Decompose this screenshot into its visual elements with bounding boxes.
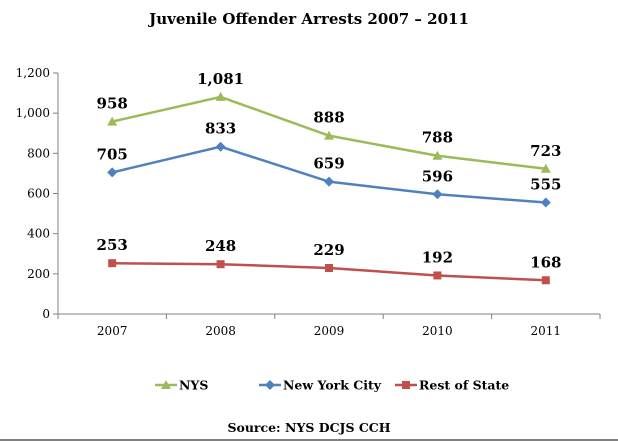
data-point-rest-of-state [216,260,225,269]
data-label-rest-of-state: 168 [530,253,561,271]
series-new-york-city: 705 833 659 596 555 [97,120,561,208]
data-label-nys: 723 [530,142,561,160]
data-label-new-york-city: 555 [530,176,561,194]
y-tick-label: 1,000 [16,106,50,120]
series-rest-of-state: 253 248 229 192 168 [97,236,561,285]
legend-item-rest-of-state: Rest of State [395,378,509,393]
data-label-rest-of-state: 192 [422,248,453,266]
y-tick-label: 600 [27,187,50,201]
x-tick-label: 2011 [531,324,562,338]
legend-marker [402,381,410,389]
data-label-nys: 888 [313,109,344,127]
chart-title: Juvenile Offender Arrests 2007 – 2011 [147,10,469,28]
data-point-nys [540,163,551,173]
data-label-new-york-city: 705 [97,145,128,163]
data-label-nys: 1,081 [197,70,244,88]
y-tick-label: 800 [27,146,50,160]
legend-label: NYS [179,378,208,393]
chart-source: Source: NYS DCJS CCH [227,420,390,435]
chart-legend: NYS New York City Rest of State [155,378,509,393]
x-tick-label: 2007 [97,324,128,338]
y-tick-label: 200 [27,267,50,281]
data-point-rest-of-state [433,271,442,280]
data-label-nys: 788 [422,129,453,147]
data-label-new-york-city: 596 [422,167,453,185]
legend-marker [265,380,275,390]
y-tick-label: 0 [42,307,50,321]
data-label-new-york-city: 833 [205,120,236,138]
data-point-rest-of-state [325,264,333,273]
x-tick-label: 2008 [205,324,236,338]
data-point-new-york-city [540,197,551,208]
data-point-nys [107,116,118,126]
legend-item-nys: NYS [155,378,208,393]
data-point-nys [215,91,226,101]
data-point-nys [324,130,334,140]
data-point-rest-of-state [108,259,117,268]
legend-item-new-york-city: New York City [259,378,382,393]
legend-label: New York City [283,378,382,393]
data-point-rest-of-state [541,276,550,285]
data-point-new-york-city [324,176,334,187]
chart-series: 958 1,081 888 788 723 705 833 659 596 555 253 248 22… [97,70,561,285]
legend-marker [161,380,171,389]
x-tick-label: 2009 [314,324,345,338]
data-label-rest-of-state: 248 [205,237,236,255]
data-point-nys [432,150,443,160]
data-point-new-york-city [107,167,118,178]
data-label-rest-of-state: 229 [313,241,344,259]
data-label-nys: 958 [97,95,128,113]
y-tick-label: 1,200 [16,66,50,80]
data-point-new-york-city [432,189,443,200]
data-point-new-york-city [215,141,226,152]
series-nys: 958 1,081 888 788 723 [97,70,561,173]
data-label-new-york-city: 659 [313,155,344,173]
x-tick-label: 2010 [422,324,453,338]
chart-axes: 0 200 400 600 800 1,000 1,200 2007 2008 2009 2010 2… [16,66,601,338]
data-label-rest-of-state: 253 [97,236,128,254]
legend-label: Rest of State [419,378,509,393]
y-tick-label: 400 [27,227,50,241]
